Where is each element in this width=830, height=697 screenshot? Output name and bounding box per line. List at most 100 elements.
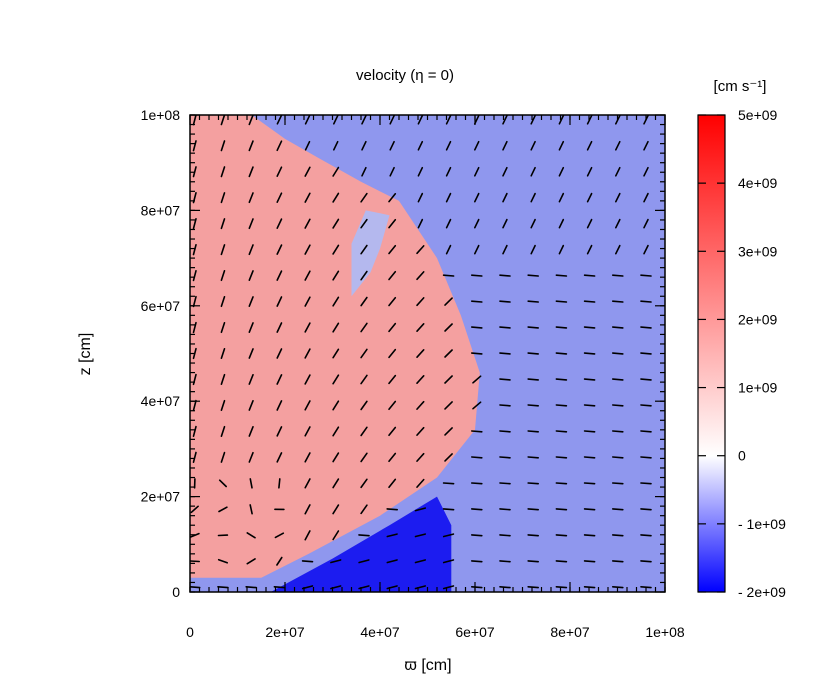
- velocity-vector: [220, 115, 226, 126]
- velocity-vector: [278, 478, 281, 489]
- velocity-vector: [304, 322, 311, 333]
- velocity-vector: [190, 586, 201, 589]
- velocity-vector: [640, 560, 652, 563]
- velocity-vector: [527, 534, 540, 537]
- chart-title: velocity (η = 0): [356, 67, 454, 84]
- velocity-vector: [360, 400, 368, 411]
- velocity-vector: [444, 323, 453, 332]
- velocity-vector: [248, 244, 254, 256]
- velocity-vector: [611, 352, 624, 355]
- x-tick-label: 0: [186, 624, 194, 640]
- velocity-vector: [583, 378, 596, 381]
- velocity-vector: [470, 300, 483, 303]
- velocity-vector: [304, 478, 311, 489]
- velocity-vector: [499, 508, 511, 511]
- y-tick-label: 4e+07: [141, 393, 181, 409]
- velocity-vector: [502, 115, 508, 125]
- velocity-vector: [304, 115, 311, 125]
- velocity-vector: [555, 456, 568, 459]
- velocity-vector: [527, 430, 540, 433]
- velocity-vector: [358, 559, 370, 564]
- velocity-vector: [555, 534, 568, 537]
- velocity-vector: [586, 166, 593, 177]
- velocity-vector: [583, 482, 596, 485]
- velocity-vector: [217, 558, 228, 564]
- velocity-vector: [442, 482, 455, 485]
- velocity-vector: [530, 140, 536, 151]
- velocity-vector: [527, 482, 540, 485]
- velocity-vector: [386, 559, 398, 564]
- velocity-vector: [640, 508, 652, 511]
- velocity-vector: [192, 295, 197, 308]
- velocity-vector: [388, 374, 397, 385]
- velocity-vector: [332, 374, 340, 385]
- velocity-vector: [273, 585, 286, 589]
- velocity-vector: [358, 534, 370, 537]
- velocity-vector: [470, 456, 483, 459]
- velocity-vector: [583, 534, 596, 537]
- velocity-vector: [555, 326, 568, 329]
- x-tick-label: 4e+07: [360, 624, 400, 640]
- velocity-vector: [414, 585, 427, 590]
- velocity-vector: [332, 400, 340, 411]
- velocity-vector: [643, 192, 649, 203]
- velocity-vector: [416, 348, 425, 359]
- velocity-vector: [416, 400, 425, 410]
- velocity-vector: [248, 115, 254, 126]
- velocity-vector: [304, 426, 311, 437]
- velocity-vector: [246, 532, 256, 539]
- velocity-vector: [217, 585, 229, 589]
- velocity-vector: [472, 401, 482, 410]
- velocity-vector: [470, 560, 483, 563]
- velocity-vector: [499, 482, 511, 485]
- velocity-vector: [361, 140, 367, 151]
- velocity-vector: [643, 218, 649, 229]
- velocity-vector: [248, 270, 254, 282]
- velocity-vector: [499, 274, 511, 277]
- velocity-vector: [220, 347, 226, 360]
- velocity-vector: [332, 218, 340, 229]
- velocity-vector: [583, 326, 596, 329]
- velocity-vector: [611, 482, 624, 485]
- velocity-vector: [499, 378, 511, 381]
- velocity-vector: [248, 451, 254, 463]
- velocity-vector: [586, 140, 593, 151]
- velocity-vector: [470, 508, 483, 511]
- velocity-vector: [360, 296, 368, 307]
- velocity-vector: [473, 166, 480, 177]
- colorbar-tick-label: - 1e+09: [738, 516, 786, 532]
- velocity-vector: [640, 274, 652, 277]
- velocity-vector: [304, 296, 311, 307]
- velocity-vector: [192, 269, 197, 282]
- y-tick-label: 1e+08: [141, 107, 181, 123]
- velocity-vector: [502, 192, 508, 203]
- velocity-vector: [248, 399, 254, 411]
- colorbar-tick-label: 0: [738, 448, 746, 464]
- velocity-vector: [611, 430, 624, 433]
- velocity-vector: [442, 585, 455, 590]
- velocity-vector: [527, 456, 540, 459]
- velocity-vector: [332, 452, 340, 463]
- velocity-vector: [332, 244, 340, 255]
- velocity-vector: [414, 507, 427, 512]
- velocity-vector: [640, 352, 652, 355]
- velocity-vector: [611, 534, 624, 537]
- velocity-vector: [444, 375, 453, 384]
- colorbar-label: [cm s⁻¹]: [714, 78, 767, 95]
- velocity-vector: [640, 378, 652, 381]
- velocity-vector: [583, 430, 596, 433]
- velocity-vector: [445, 140, 452, 151]
- velocity-vector: [332, 166, 340, 177]
- velocity-vector: [640, 404, 652, 407]
- x-tick-label: 8e+07: [550, 624, 590, 640]
- velocity-vector: [586, 192, 593, 203]
- velocity-vector: [332, 478, 340, 489]
- velocity-vector: [416, 426, 425, 436]
- velocity-vector: [388, 270, 397, 281]
- velocity-vector: [555, 352, 568, 355]
- velocity-vector: [388, 452, 397, 463]
- velocity-vector: [276, 556, 283, 566]
- velocity-vector: [276, 348, 283, 359]
- velocity-vector: [248, 218, 254, 230]
- velocity-vector: [530, 244, 536, 255]
